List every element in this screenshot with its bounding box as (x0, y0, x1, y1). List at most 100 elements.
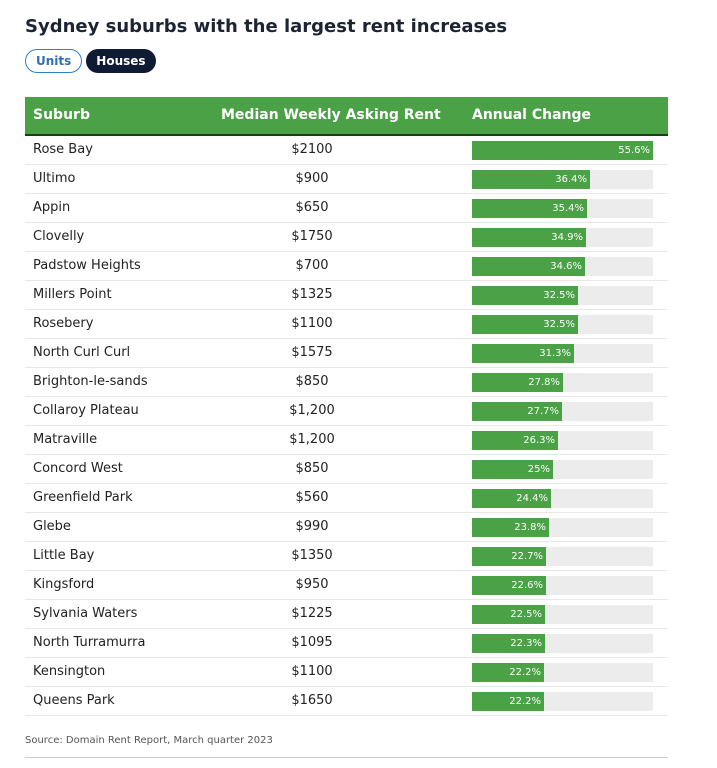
rent-cell: $850 (295, 461, 329, 476)
suburb-cell: Sylvania Waters (33, 606, 138, 621)
change-bar-label: 23.8% (514, 522, 546, 533)
suburb-cell: Greenfield Park (33, 490, 133, 505)
change-bar-label: 22.3% (510, 638, 542, 649)
table-row: Clovelly $1750 34.9% (25, 223, 668, 252)
change-bar-label: 27.8% (528, 377, 560, 388)
table-body: Rose Bay $2100 55.6% Ultimo $900 36.4% Appin $6… (25, 134, 668, 716)
table-row: Kensington $1100 22.2% (25, 658, 668, 687)
suburb-cell: Collaroy Plateau (33, 403, 139, 418)
change-bar-track: 27.7% (472, 402, 653, 421)
change-bar: 55.6% (472, 141, 653, 160)
change-bar-label: 22.6% (511, 580, 543, 591)
table-row: Ultimo $900 36.4% (25, 165, 668, 194)
suburb-cell: Padstow Heights (33, 258, 141, 273)
suburb-cell: Queens Park (33, 693, 115, 708)
table-row: Appin $650 35.4% (25, 194, 668, 223)
table-row: Padstow Heights $700 34.6% (25, 252, 668, 281)
rent-cell: $990 (295, 519, 329, 534)
table-row: North Curl Curl $1575 31.3% (25, 339, 668, 368)
change-bar-track: 24.4% (472, 489, 653, 508)
change-bar-label: 22.2% (509, 696, 541, 707)
header-annual-change[interactable]: Annual Change (472, 107, 592, 123)
change-bar-track: 27.8% (472, 373, 653, 392)
change-bar-track: 36.4% (472, 170, 653, 189)
houses-toggle-button[interactable]: Houses (86, 49, 156, 73)
change-bar: 32.5% (472, 315, 578, 334)
change-bar-track: 22.5% (472, 605, 653, 624)
change-bar-label: 27.7% (527, 406, 559, 417)
change-bar: 27.7% (472, 402, 562, 421)
rent-cell: $1575 (291, 345, 333, 360)
change-bar: 32.5% (472, 286, 578, 305)
suburb-cell: Concord West (33, 461, 123, 476)
change-bar-label: 22.7% (511, 551, 543, 562)
change-bar-track: 25% (472, 460, 653, 479)
change-bar-label: 25% (527, 464, 550, 475)
header-suburb[interactable]: Suburb (33, 107, 90, 123)
change-bar-label: 31.3% (539, 348, 571, 359)
header-rent[interactable]: Median Weekly Asking Rent (221, 107, 441, 123)
change-bar: 31.3% (472, 344, 574, 363)
rent-cell: $1100 (291, 664, 333, 679)
table-row: Little Bay $1350 22.7% (25, 542, 668, 571)
table-row: Brighton-le-sands $850 27.8% (25, 368, 668, 397)
change-bar-track: 22.2% (472, 692, 653, 711)
rent-cell: $1650 (291, 693, 333, 708)
change-bar: 22.3% (472, 634, 545, 653)
suburb-cell: North Curl Curl (33, 345, 131, 360)
change-bar: 24.4% (472, 489, 551, 508)
suburb-cell: Glebe (33, 519, 71, 534)
change-bar-track: 32.5% (472, 286, 653, 305)
table-row: Sylvania Waters $1225 22.5% (25, 600, 668, 629)
table-row: Kingsford $950 22.6% (25, 571, 668, 600)
change-bar-label: 22.5% (510, 609, 542, 620)
change-bar-track: 26.3% (472, 431, 653, 450)
rent-cell: $1,200 (289, 432, 335, 447)
rent-cell: $1325 (291, 287, 333, 302)
change-bar-track: 35.4% (472, 199, 653, 218)
change-bar: 22.2% (472, 663, 544, 682)
property-type-toggle: Units Houses (25, 49, 156, 73)
rent-cell: $1,200 (289, 403, 335, 418)
table-row: Greenfield Park $560 24.4% (25, 484, 668, 513)
change-bar: 26.3% (472, 431, 558, 450)
table-row: Matraville $1,200 26.3% (25, 426, 668, 455)
rent-cell: $950 (295, 577, 329, 592)
change-bar-label: 55.6% (618, 145, 650, 156)
table-row: Collaroy Plateau $1,200 27.7% (25, 397, 668, 426)
change-bar-track: 55.6% (472, 141, 653, 160)
change-bar-track: 34.6% (472, 257, 653, 276)
table-row: North Turramurra $1095 22.3% (25, 629, 668, 658)
rent-cell: $1750 (291, 229, 333, 244)
rent-cell: $700 (295, 258, 329, 273)
change-bar-label: 26.3% (523, 435, 555, 446)
change-bar: 36.4% (472, 170, 590, 189)
change-bar-label: 22.2% (509, 667, 541, 678)
change-bar: 23.8% (472, 518, 549, 537)
rent-cell: $900 (295, 171, 329, 186)
units-toggle-button[interactable]: Units (25, 49, 83, 73)
table-row: Rose Bay $2100 55.6% (25, 136, 668, 165)
table-row: Millers Point $1325 32.5% (25, 281, 668, 310)
suburb-cell: North Turramurra (33, 635, 146, 650)
rent-cell: $1350 (291, 548, 333, 563)
rent-cell: $1100 (291, 316, 333, 331)
suburb-cell: Kensington (33, 664, 106, 679)
suburb-cell: Millers Point (33, 287, 112, 302)
change-bar-track: 34.9% (472, 228, 653, 247)
change-bar-label: 35.4% (552, 203, 584, 214)
change-bar-track: 22.7% (472, 547, 653, 566)
rent-cell: $1095 (291, 635, 333, 650)
suburb-cell: Clovelly (33, 229, 85, 244)
chart-title: Sydney suburbs with the largest rent inc… (25, 16, 508, 37)
rent-cell: $2100 (291, 142, 333, 157)
change-bar-track: 22.3% (472, 634, 653, 653)
table-row: Rosebery $1100 32.5% (25, 310, 668, 339)
change-bar: 27.8% (472, 373, 563, 392)
rent-cell: $850 (295, 374, 329, 389)
change-bar: 35.4% (472, 199, 587, 218)
suburb-cell: Little Bay (33, 548, 95, 563)
change-bar-label: 32.5% (543, 319, 575, 330)
table-header: Suburb Median Weekly Asking Rent Annual … (25, 97, 668, 134)
change-bar: 25% (472, 460, 553, 479)
